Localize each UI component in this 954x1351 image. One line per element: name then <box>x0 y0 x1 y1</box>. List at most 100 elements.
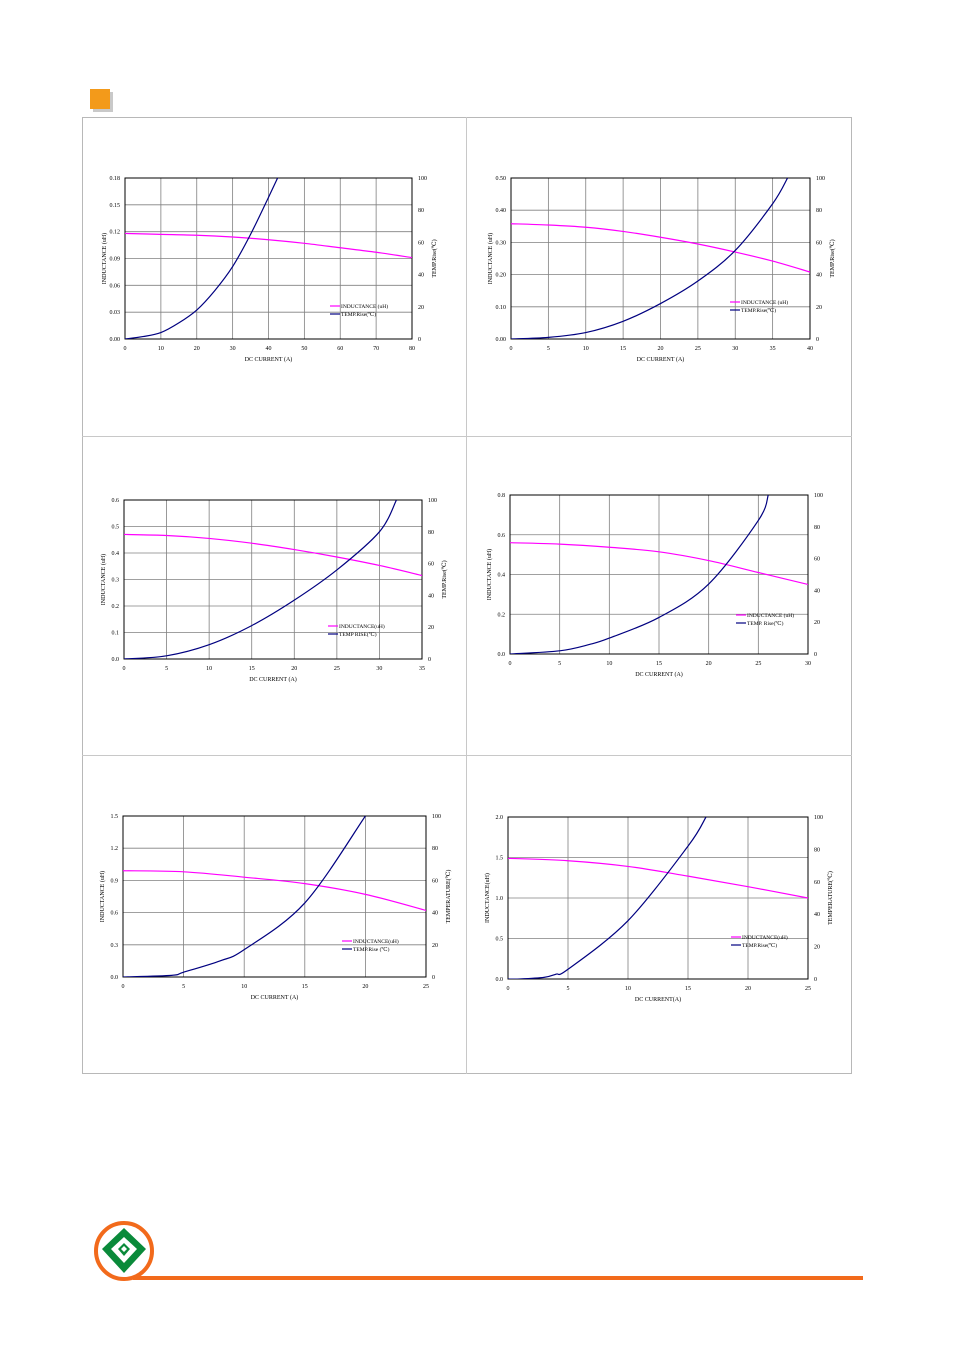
y2-axis-label: TEMP.Rise(℃) <box>441 560 448 598</box>
x-tick-label: 10 <box>606 661 612 667</box>
x-tick-label: 10 <box>241 984 247 990</box>
x-tick-label: 30 <box>230 346 236 352</box>
legend-label: INDUCTANCE(uH) <box>742 934 788 941</box>
y2-axis-label: TEMPERATURE(℃) <box>445 870 452 924</box>
x-tick-label: 20 <box>745 986 751 992</box>
y2-tick-label: 0 <box>428 657 431 663</box>
y2-tick-label: 80 <box>428 530 434 536</box>
y2-tick-label: 60 <box>418 240 424 246</box>
x-tick-label: 40 <box>266 346 272 352</box>
inductance-line <box>511 223 810 273</box>
y-tick-label: 0.20 <box>496 273 507 279</box>
x-tick-label: 15 <box>656 661 662 667</box>
chart-5: 0 5 10 15 20 25 0.0 0.3 0.6 0.9 1.2 1.5 0 20 40 60 80 100… <box>99 814 452 1001</box>
x-tick-label: 10 <box>583 346 589 352</box>
x-tick-label: 5 <box>558 661 561 667</box>
inductance-line <box>125 232 412 259</box>
y2-tick-label: 80 <box>432 846 438 852</box>
x-tick-label: 25 <box>334 666 340 672</box>
x-tick-label: 10 <box>158 346 164 352</box>
x-tick-label: 0 <box>510 346 513 352</box>
y-tick-label: 0.30 <box>496 240 507 246</box>
temp-rise-line <box>125 178 279 339</box>
inductance-line <box>510 542 808 586</box>
x-tick-label: 5 <box>547 346 550 352</box>
y-tick-label: 0.10 <box>496 305 507 311</box>
x-tick-label: 20 <box>706 661 712 667</box>
y2-tick-label: 100 <box>816 176 825 182</box>
x-tick-label: 0 <box>123 666 126 672</box>
y2-tick-label: 60 <box>814 557 820 563</box>
plot-area <box>510 177 811 340</box>
y-tick-label: 0.2 <box>112 604 120 610</box>
legend-label: TEMP.Rise(℃) <box>341 311 376 318</box>
x-tick-label: 0 <box>507 986 510 992</box>
y-tick-label: 0.12 <box>110 230 121 236</box>
x-tick-label: 30 <box>732 346 738 352</box>
y-tick-label: 0.03 <box>110 310 121 316</box>
y2-tick-label: 80 <box>816 208 822 214</box>
y-tick-label: 0.18 <box>110 176 121 182</box>
x-tick-label: 0 <box>509 661 512 667</box>
y2-tick-label: 60 <box>432 878 438 884</box>
y2-tick-label: 100 <box>428 498 437 504</box>
y-axis-label: INDUCTANCE (uH) <box>101 233 108 284</box>
x-tick-label: 25 <box>805 986 811 992</box>
y-tick-label: 0.5 <box>112 525 120 531</box>
y-tick-label: 0.0 <box>498 652 506 658</box>
y-tick-label: 0.6 <box>111 911 119 917</box>
legend-label: INDUCTANCE (uH) <box>741 299 788 306</box>
y2-tick-label: 0 <box>432 975 435 981</box>
x-tick-label: 70 <box>373 346 379 352</box>
inductance-line <box>123 870 426 912</box>
y-tick-label: 0.00 <box>110 337 121 343</box>
y-tick-label: 1.0 <box>496 896 504 902</box>
x-axis-label: DC CURRENT (A) <box>251 994 299 1001</box>
x-tick-label: 30 <box>376 666 382 672</box>
y2-tick-label: 20 <box>816 305 822 311</box>
x-tick-label: 0 <box>124 346 127 352</box>
x-tick-label: 20 <box>658 346 664 352</box>
x-tick-label: 35 <box>770 346 776 352</box>
y-axis-label: INDUCTANCE (uH) <box>100 554 107 605</box>
frame-divider-vertical <box>466 117 467 1074</box>
y2-tick-label: 100 <box>432 814 441 820</box>
x-tick-label: 0 <box>122 984 125 990</box>
y2-tick-label: 40 <box>816 273 822 279</box>
y-tick-label: 0.09 <box>110 257 121 263</box>
x-tick-label: 15 <box>685 986 691 992</box>
x-tick-label: 25 <box>423 984 429 990</box>
chart-1: 0 10 20 30 40 50 60 70 80 0.00 0.03 0.06 0.09 0.12 0.1… <box>101 176 438 363</box>
x-axis-label: DC CURRENT (A) <box>635 671 683 678</box>
x-axis-label: DC CURRENT (A) <box>245 356 293 363</box>
y2-tick-label: 60 <box>816 240 822 246</box>
legend-label: INDUCTANCE (uH) <box>747 612 794 619</box>
x-tick-label: 5 <box>182 984 185 990</box>
y-tick-label: 0.2 <box>498 612 506 618</box>
y-axis-label: INDUCTANCE(uH) <box>484 873 491 923</box>
x-axis-label: DC CURRENT (A) <box>249 676 297 683</box>
x-tick-label: 60 <box>337 346 343 352</box>
x-tick-label: 5 <box>567 986 570 992</box>
y2-tick-label: 20 <box>428 625 434 631</box>
y2-tick-label: 20 <box>432 943 438 949</box>
y2-tick-label: 20 <box>814 945 820 951</box>
frame-divider-row-1 <box>82 436 852 437</box>
plot-area <box>124 177 413 340</box>
x-tick-label: 15 <box>620 346 626 352</box>
legend-label: INDUCTANCE(uH) <box>353 938 399 945</box>
x-tick-label: 10 <box>625 986 631 992</box>
y-tick-label: 0.6 <box>112 498 120 504</box>
y2-tick-label: 40 <box>814 912 820 918</box>
legend-label: TEMP. Rise(℃) <box>747 620 784 627</box>
x-tick-label: 20 <box>362 984 368 990</box>
x-tick-label: 30 <box>805 661 811 667</box>
y2-tick-label: 80 <box>814 525 820 531</box>
y-axis-label: INDUCTANCE (uH) <box>486 549 493 600</box>
y-tick-label: 0.40 <box>496 208 507 214</box>
legend-label: INDUCTANCE(uH) <box>339 623 385 630</box>
y-tick-label: 0.0 <box>112 657 120 663</box>
x-tick-label: 35 <box>419 666 425 672</box>
x-tick-label: 20 <box>194 346 200 352</box>
x-tick-label: 40 <box>807 346 813 352</box>
